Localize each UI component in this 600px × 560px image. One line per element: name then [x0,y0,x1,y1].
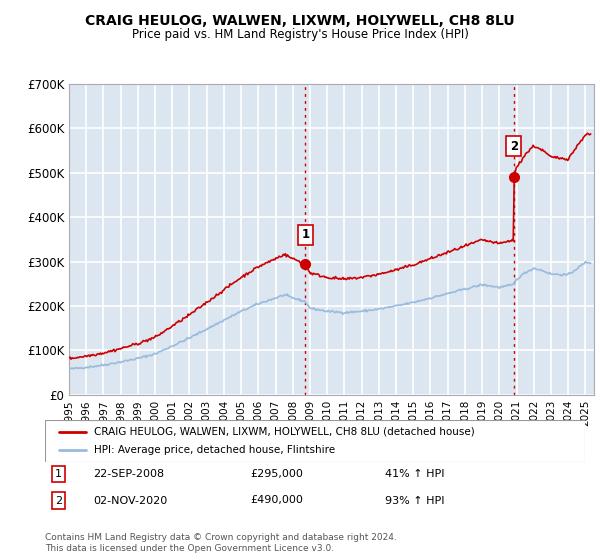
Text: 1: 1 [55,469,62,479]
Text: £295,000: £295,000 [250,469,303,479]
Text: 2: 2 [510,139,518,153]
Text: Price paid vs. HM Land Registry's House Price Index (HPI): Price paid vs. HM Land Registry's House … [131,28,469,41]
Text: HPI: Average price, detached house, Flintshire: HPI: Average price, detached house, Flin… [94,445,335,455]
Text: 1: 1 [301,228,310,241]
Text: 22-SEP-2008: 22-SEP-2008 [94,469,165,479]
Text: CRAIG HEULOG, WALWEN, LIXWM, HOLYWELL, CH8 8LU: CRAIG HEULOG, WALWEN, LIXWM, HOLYWELL, C… [85,14,515,28]
Text: 02-NOV-2020: 02-NOV-2020 [94,496,168,506]
Text: 41% ↑ HPI: 41% ↑ HPI [385,469,445,479]
Text: CRAIG HEULOG, WALWEN, LIXWM, HOLYWELL, CH8 8LU (detached house): CRAIG HEULOG, WALWEN, LIXWM, HOLYWELL, C… [94,427,475,437]
Text: 2: 2 [55,496,62,506]
Text: 93% ↑ HPI: 93% ↑ HPI [385,496,445,506]
Text: £490,000: £490,000 [250,496,303,506]
Text: Contains HM Land Registry data © Crown copyright and database right 2024.
This d: Contains HM Land Registry data © Crown c… [45,533,397,553]
